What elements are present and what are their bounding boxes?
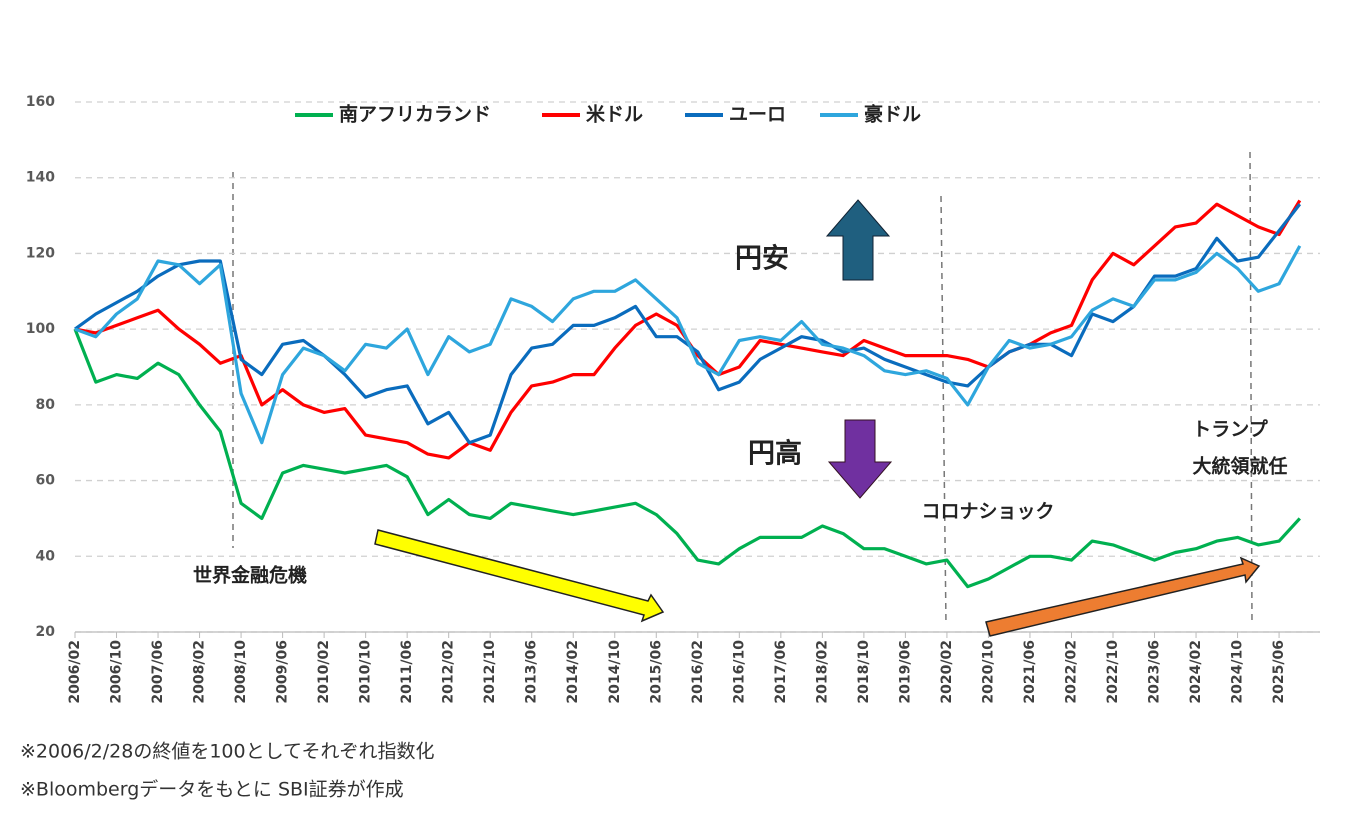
trend-arrow xyxy=(374,529,665,623)
y-tick-label: 40 xyxy=(36,548,56,564)
legend-label: ユーロ xyxy=(729,104,786,126)
x-tick-label: 2013/06 xyxy=(524,640,540,704)
annotation: コロナショック xyxy=(921,501,1054,523)
x-tick-label: 2006/10 xyxy=(109,640,125,704)
x-tick-label: 2016/02 xyxy=(690,640,706,704)
series-line xyxy=(74,245,1302,445)
x-tick-label: 2011/06 xyxy=(399,640,415,704)
x-tick-label: 2007/06 xyxy=(150,640,166,704)
x-tick-label: 2024/02 xyxy=(1188,640,1204,704)
x-tick-label: 2019/06 xyxy=(897,640,913,704)
legend-label: 豪ドル xyxy=(864,103,921,126)
y-tick-label: 100 xyxy=(26,321,55,337)
x-tick-label: 2012/10 xyxy=(482,640,498,704)
x-tick-label: 2020/10 xyxy=(980,640,996,704)
y-tick-label: 60 xyxy=(36,473,56,489)
y-tick-label: 80 xyxy=(36,397,56,413)
x-tick-label: 2024/10 xyxy=(1230,640,1246,704)
footnote: ※2006/2/28の終値を100としてそれぞれ指数化 xyxy=(20,741,434,763)
trend-arrow xyxy=(985,556,1261,637)
x-tick-label: 2014/10 xyxy=(607,640,623,704)
x-tick-label: 2014/02 xyxy=(565,640,581,704)
x-tick-label: 2018/02 xyxy=(814,640,830,704)
x-tick-label: 2008/10 xyxy=(233,640,249,704)
footnote: ※Bloombergデータをもとに SBI証券が作成 xyxy=(20,779,404,801)
annotation: 円高 xyxy=(748,438,802,470)
y-tick-label: 120 xyxy=(26,245,55,261)
series-line xyxy=(74,203,1302,445)
x-tick-label: 2022/02 xyxy=(1063,640,1079,704)
legend-label: 米ドル xyxy=(586,103,643,126)
y-tick-label: 140 xyxy=(26,170,55,186)
legend-label: 南アフリカランド xyxy=(339,104,491,126)
y-tick-label: 20 xyxy=(36,624,56,640)
event-line xyxy=(1249,151,1253,626)
plot-area xyxy=(73,101,1320,638)
x-tick-label: 2021/06 xyxy=(1022,640,1038,704)
series-line xyxy=(73,328,1301,589)
up-arrow xyxy=(825,199,891,281)
x-tick-label: 2023/06 xyxy=(1147,640,1163,704)
series-line xyxy=(74,199,1302,460)
x-tick-label: 2009/06 xyxy=(275,640,291,704)
annotation: 円安 xyxy=(735,244,789,275)
annotation: 大統領就任 xyxy=(1192,455,1287,478)
annotation: 世界金融危機 xyxy=(193,564,307,587)
down-arrow xyxy=(827,419,893,499)
annotation: トランプ xyxy=(1192,418,1268,441)
x-tick-label: 2006/02 xyxy=(67,640,83,704)
event-line xyxy=(940,195,947,626)
x-tick-label: 2010/02 xyxy=(316,640,332,704)
x-tick-label: 2008/02 xyxy=(192,640,208,704)
x-tick-label: 2016/10 xyxy=(731,640,747,704)
x-tick-label: 2020/02 xyxy=(939,640,955,704)
x-tick-label: 2022/10 xyxy=(1105,640,1121,704)
x-tick-label: 2012/02 xyxy=(441,640,457,704)
x-tick-label: 2015/06 xyxy=(648,640,664,704)
x-tick-label: 2010/10 xyxy=(358,640,374,704)
x-tick-label: 2018/10 xyxy=(856,640,872,704)
y-tick-label: 160 xyxy=(26,94,55,110)
x-tick-label: 2017/06 xyxy=(773,640,789,704)
x-tick-label: 2025/06 xyxy=(1271,640,1287,704)
